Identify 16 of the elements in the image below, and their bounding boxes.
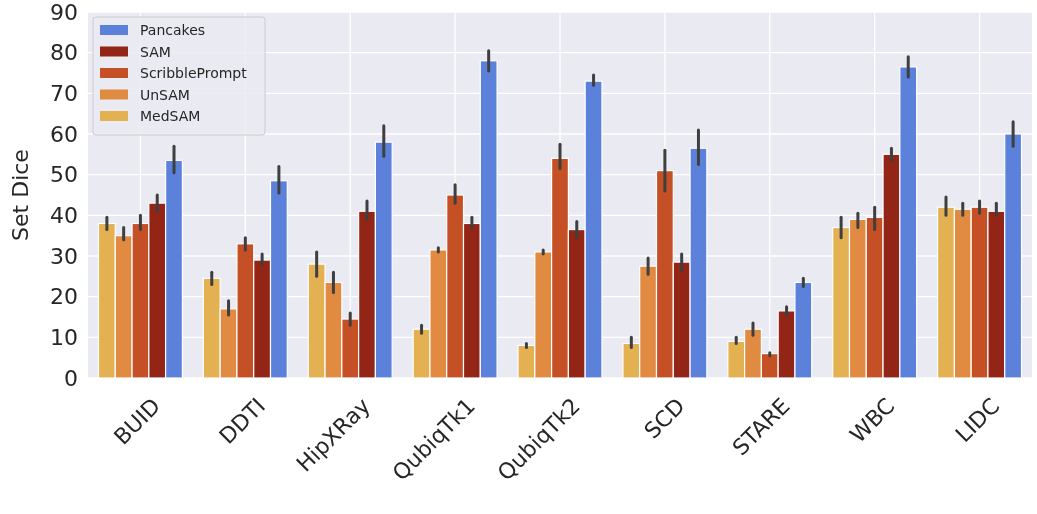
y-tick-label: 80: [50, 40, 78, 66]
y-axis-title: Set Dice: [8, 149, 33, 241]
y-tick-label: 10: [50, 324, 78, 350]
y-tick-label: 90: [50, 0, 78, 25]
legend-label: UnSAM: [140, 86, 190, 103]
legend-label: ScribblePrompt: [140, 65, 248, 81]
y-tick-label: 60: [50, 121, 78, 147]
legend-label: MedSAM: [140, 108, 201, 124]
legend-label: Pancakes: [140, 22, 206, 38]
y-tick-label: 30: [50, 243, 78, 269]
y-tick-label: 50: [50, 162, 78, 188]
y-tick-label: 70: [50, 80, 78, 106]
y-tick-label: 40: [50, 202, 78, 228]
y-tick-label: 0: [64, 365, 78, 391]
y-tick-label: 20: [50, 284, 78, 310]
legend-label: SAM: [140, 43, 171, 60]
